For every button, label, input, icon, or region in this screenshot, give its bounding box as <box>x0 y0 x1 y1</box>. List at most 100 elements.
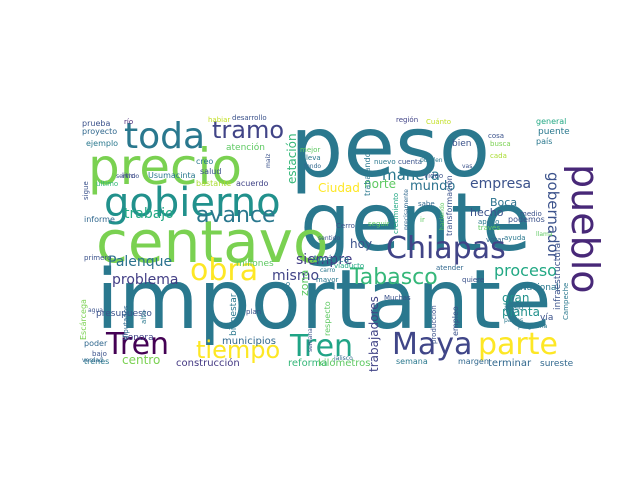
word-sigue: sigue <box>82 181 90 200</box>
word-avance: avance <box>196 203 276 228</box>
word-tramo: tramo <box>212 116 284 144</box>
word-ultimo: último <box>96 180 118 188</box>
word-bastante: bastante <box>196 179 231 188</box>
word-ayuda: ayuda <box>504 234 526 242</box>
word-planta: planta <box>502 305 540 319</box>
word-sonora: Sonora <box>122 333 154 343</box>
word-precio: precio <box>88 138 242 196</box>
word-informe: informe <box>84 215 115 224</box>
word-sureste: sureste <box>540 359 574 369</box>
word-gran: gran <box>502 291 530 305</box>
word-norte: norte <box>364 177 396 191</box>
word-puente: puente <box>538 127 570 137</box>
word-tiempo: tiempo <box>196 336 280 364</box>
word-precisamente: precisamente <box>403 189 410 230</box>
word-cada: cada <box>490 152 507 160</box>
word-obra: obra <box>190 253 258 288</box>
word-municipios: municipios <box>222 336 276 347</box>
word-apoyo: apoyo <box>478 218 499 226</box>
word-nuevo: nuevo <box>374 158 396 166</box>
word-gobernador: gobernador <box>544 172 562 260</box>
word-carro: carro <box>320 267 336 274</box>
word-abajo: abajo <box>504 304 523 312</box>
word-mismo: mismo <box>272 268 319 284</box>
word-terminar: terminar <box>488 358 532 369</box>
word-acuerdo: acuerdo <box>236 179 269 188</box>
word-empleo: empleo <box>451 306 460 336</box>
word-boca: Boca <box>490 196 517 209</box>
word-trenes: trenes <box>84 357 109 366</box>
word-presupuesto: presupuesto <box>96 309 152 319</box>
word-mundo: mundo <box>410 179 455 194</box>
word-palenque: Palenque <box>108 254 172 270</box>
word-trabajo: trabajo <box>124 206 174 222</box>
word-cosa: cosa <box>488 132 504 140</box>
word-siempre: siempre <box>296 252 352 268</box>
word-region: región <box>396 116 418 124</box>
word-kilometros: kilómetros <box>318 357 371 369</box>
word-rio: río <box>124 118 133 126</box>
word-medio: medio <box>520 210 542 218</box>
word-sentido: sentido <box>318 235 340 242</box>
word-votar: votar <box>486 236 504 244</box>
word-video: video <box>424 172 443 180</box>
word-centro: centro <box>122 353 160 367</box>
word-bajo: bajo <box>92 350 107 358</box>
word-creo: creo <box>196 157 213 166</box>
word-semana-small: semana <box>307 328 314 352</box>
word-jalisco: jalisco <box>333 355 353 362</box>
word-litro: litro <box>122 172 136 180</box>
word-ciudad: Ciudad <box>318 181 360 195</box>
word-maiz: maíz <box>265 154 272 168</box>
word-semana: semana <box>396 357 428 366</box>
word-america: América <box>312 254 349 265</box>
word-infraestructura: infraestructura <box>553 243 563 310</box>
word-reforma: reforma <box>288 358 328 369</box>
word-produccion: producción <box>430 305 438 344</box>
word-servicio: servicio <box>116 173 139 180</box>
word-trabajadores: trabajadores <box>367 296 381 372</box>
word-atencion: atención <box>226 142 265 153</box>
word-empresa: empresa <box>470 176 531 192</box>
word-manera: manera <box>382 166 440 184</box>
word-diputados: diputados <box>122 305 130 340</box>
word-viaducto: viaducto <box>334 262 364 270</box>
word-pais: país <box>536 137 552 146</box>
word-mayor: mayor <box>316 276 339 284</box>
word-campeche: Campeche <box>562 283 570 320</box>
word-construccion: construcción <box>176 357 240 369</box>
word-proyecto: proyecto <box>82 127 117 136</box>
word-general: general <box>536 117 566 126</box>
word-proceso: proceso <box>494 261 557 280</box>
word-agua: agua <box>88 307 103 314</box>
word-primero: primero <box>84 254 111 262</box>
word-quiere: quiere <box>462 276 484 284</box>
word-respecto: respecto <box>323 301 332 336</box>
word-poder: poder <box>84 339 108 348</box>
word-paises: países <box>504 317 523 324</box>
word-hoy: hoy <box>350 237 372 251</box>
word-centavo: centavo <box>96 208 328 276</box>
word-cuenta: cuenta <box>398 158 422 166</box>
word-toda: toda <box>124 116 205 157</box>
word-cerro: Cerro <box>336 222 355 230</box>
word-trabajando: trabajando <box>363 152 372 196</box>
word-muchas: Muchas <box>384 294 411 302</box>
word-busca: busca <box>490 140 511 148</box>
word-pueblo: pueblo <box>563 164 607 294</box>
word-desarrollo: desarrollo <box>232 114 267 122</box>
word-parte: parte <box>478 327 558 362</box>
word-transformacion: transformación <box>444 175 454 236</box>
word-seguir: seguir <box>368 220 390 228</box>
word-alto: alto <box>140 311 148 324</box>
word-habiar: habiar <box>208 116 230 124</box>
word-plan: plan <box>246 308 261 316</box>
word-millones: millones <box>236 259 274 269</box>
word-atender: atender <box>436 264 464 272</box>
word-vas: vas <box>462 163 472 170</box>
word-solo: sólo <box>284 282 292 296</box>
word-maya: Maya <box>392 327 472 362</box>
word-bien: bien <box>452 139 471 149</box>
word-podemos: podemos <box>508 215 545 224</box>
